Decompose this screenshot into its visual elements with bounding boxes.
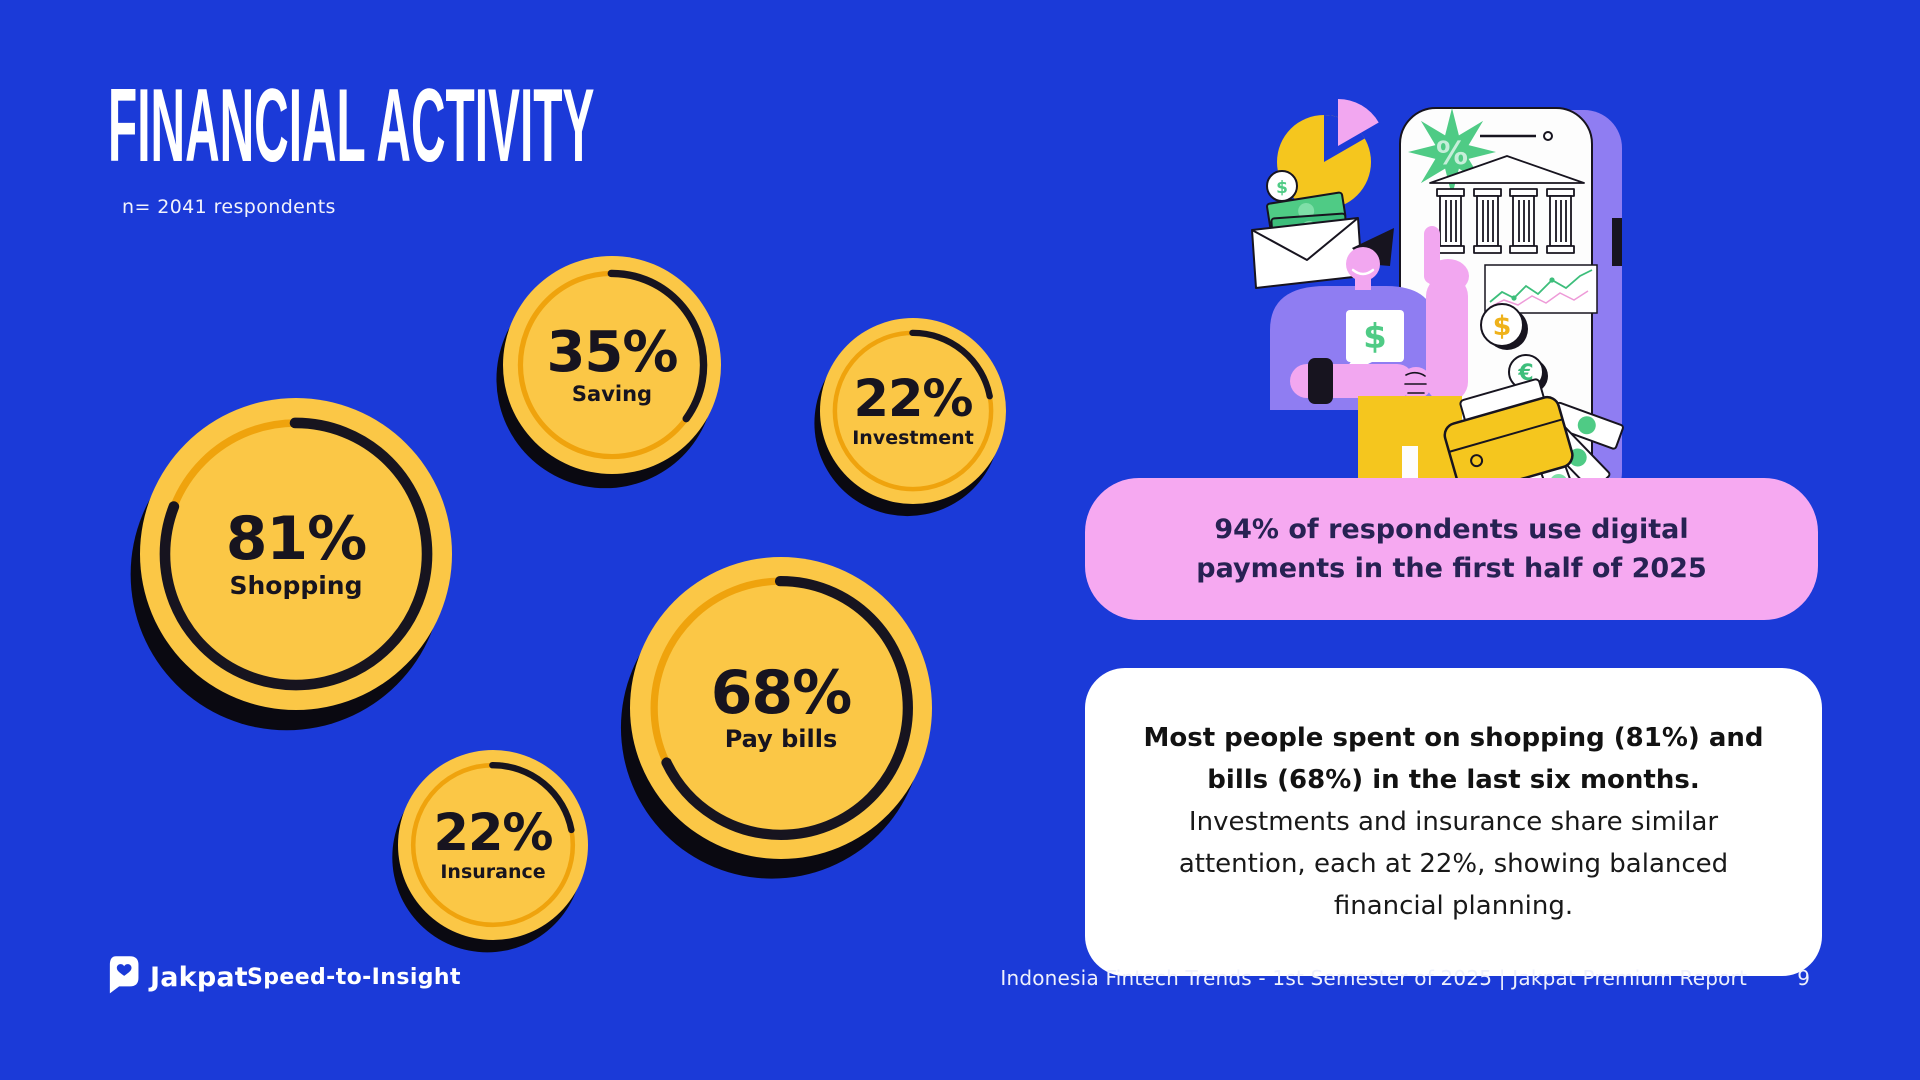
coin-value: 81%: [225, 503, 368, 574]
insight-bold: Most people spent on shopping (81%) and …: [1143, 722, 1764, 795]
highlight-line-2: payments in the first half of 2025: [1196, 553, 1707, 584]
svg-text:$: $: [1363, 317, 1387, 357]
insight-box: Most people spent on shopping (81%) and …: [1085, 668, 1822, 976]
coin-value: 35%: [546, 319, 678, 385]
fintech-illustration: $: [1240, 80, 1680, 521]
coin-investment: 22% Investment: [814, 318, 1006, 517]
coin-label: Pay bills: [724, 725, 838, 754]
coin-value: 68%: [710, 658, 853, 729]
brand-tagline: Speed-to-Insight: [247, 965, 461, 990]
highlight-box: 94% of respondents use digital payments …: [1085, 478, 1818, 620]
coin-label: Insurance: [440, 860, 546, 883]
insight-text: Most people spent on shopping (81%) and …: [1143, 717, 1764, 928]
phone-side-button: [1612, 218, 1622, 266]
dollar-coin-icon: $: [1480, 303, 1528, 350]
coin-pay-bills: 68% Pay bills: [620, 557, 932, 879]
coin-value: 22%: [853, 369, 973, 429]
coin-label: Investment: [852, 426, 974, 449]
bank-icon: [1429, 155, 1585, 254]
brand-name: Jakpat: [150, 962, 248, 993]
coin-saving: 35% Saving: [496, 256, 721, 489]
page-title: FINANCIAL ACTIVITY: [108, 68, 595, 184]
line-chart-icon: [1484, 264, 1598, 314]
svg-text:$: $: [1276, 178, 1288, 198]
jakpat-logo-icon: [109, 956, 139, 994]
highlight-line-1: 94% of respondents use digital: [1214, 513, 1689, 545]
coin-insurance: 22% Insurance: [392, 750, 588, 953]
coin-ring: [503, 256, 721, 474]
watch: [1308, 358, 1333, 404]
wallet-icon: [1443, 378, 1574, 495]
coin-value: 22%: [433, 803, 553, 863]
svg-text:%: %: [1436, 134, 1468, 172]
svg-text:$: $: [1493, 311, 1512, 342]
coin-label: Shopping: [229, 570, 363, 600]
pie-chart-icon: [1277, 99, 1379, 209]
svg-text:€: €: [1517, 361, 1533, 386]
coin-shopping: 81% Shopping: [130, 398, 452, 731]
person-illustration: $: [1270, 226, 1469, 500]
coin-ring: [820, 318, 1006, 504]
coin-ring: [140, 398, 452, 710]
coin-ring: [630, 557, 932, 859]
coin-ring: [398, 750, 588, 940]
pointing-finger: [1424, 226, 1440, 284]
fintech-illustration-svg: $: [1251, 99, 1624, 521]
sample-size-note: n= 2041 respondents: [122, 196, 336, 218]
insight-regular: Investments and insurance share similar …: [1178, 806, 1729, 922]
page-number: 9: [1797, 966, 1810, 990]
footer: Jakpat Speed-to-Insight Indonesia Fintec…: [0, 956, 1920, 1080]
coin-label: Saving: [571, 382, 653, 406]
report-title: Indonesia Fintech Trends - 1st Semester …: [1000, 966, 1747, 990]
